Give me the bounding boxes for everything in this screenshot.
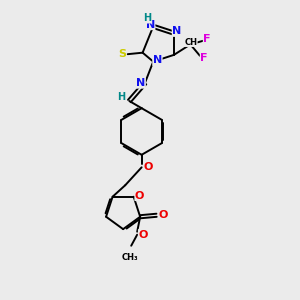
Text: N: N — [146, 20, 155, 30]
Text: S: S — [118, 49, 126, 59]
Text: O: O — [158, 210, 168, 220]
Text: H: H — [117, 92, 125, 102]
Text: N: N — [136, 78, 145, 88]
Text: O: O — [135, 190, 144, 200]
Text: H: H — [143, 13, 151, 23]
Text: O: O — [139, 230, 148, 240]
Text: O: O — [143, 162, 153, 172]
Text: F: F — [203, 34, 211, 44]
Text: N: N — [172, 26, 182, 36]
Text: CH₃: CH₃ — [122, 253, 138, 262]
Text: F: F — [200, 52, 208, 63]
Text: CH: CH — [184, 38, 197, 46]
Text: N: N — [153, 56, 162, 65]
